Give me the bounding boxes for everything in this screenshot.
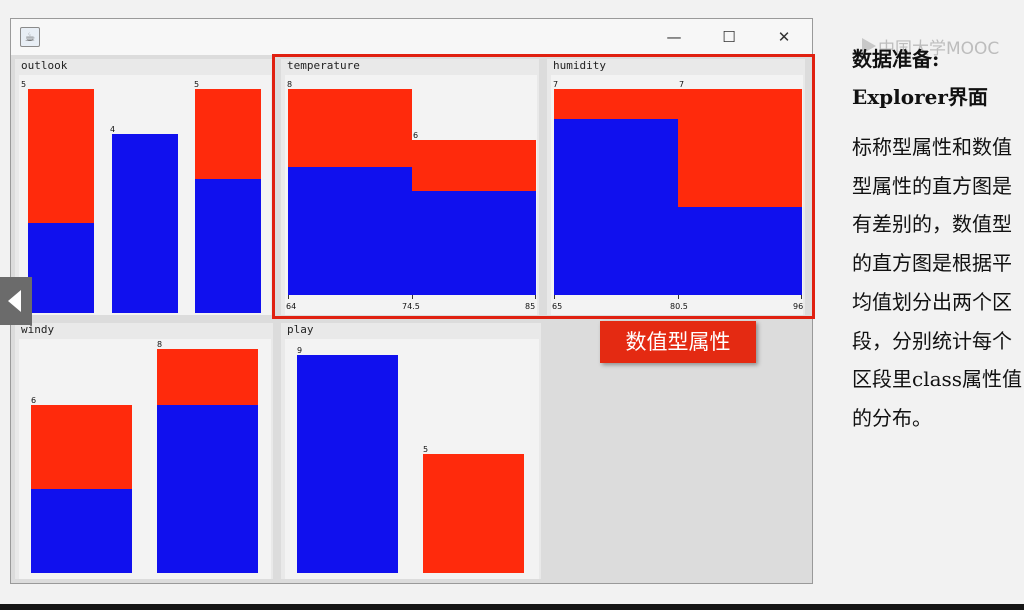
play-histogram-panel: play 9 5: [281, 323, 541, 579]
explorer-window: ☕ — ☐ ✕ outlook 5 4 5 temperature 8 6: [10, 18, 813, 584]
axis-tick-label: 96: [793, 302, 804, 311]
histogram-plot: 8 6 64 74.5 85: [285, 75, 537, 315]
histogram-plot: 9 5: [285, 339, 539, 579]
java-coffee-icon: ☕: [20, 27, 40, 47]
watermark: 中国大学MOOC: [878, 39, 1000, 59]
histogram-plot: 7 7 65 80.5 96: [551, 75, 803, 315]
bar-segment-red: [288, 89, 412, 167]
slide-body-text: 标称型属性和数值型属性的直方图是有差别的，数值型的直方图是根据平均值划分出两个区…: [852, 135, 1023, 430]
bar-segment-blue: [195, 179, 261, 313]
outlook-histogram-panel: outlook 5 4 5: [15, 59, 273, 315]
bar-count-label: 8: [157, 340, 163, 349]
bar-count-label: 6: [413, 131, 419, 140]
histogram-plot: 6 8: [19, 339, 271, 579]
humidity-histogram-panel: humidity 7 7 65 80.5 96: [547, 59, 805, 315]
maximize-button[interactable]: ☐: [722, 28, 736, 46]
axis-tick-label: 74.5: [402, 302, 420, 311]
bar-segment-blue: [297, 355, 398, 573]
axis-tick: [412, 295, 413, 299]
bar-segment-blue: [31, 489, 132, 573]
axis-tick-label: 65: [552, 302, 563, 311]
bar-segment-blue: [412, 191, 536, 295]
bar-count-label: 7: [553, 80, 559, 89]
bar-segment-blue: [288, 167, 412, 295]
bar-segment-red: [554, 89, 678, 119]
bar-segment-red: [157, 349, 258, 405]
bar-segment-red: [678, 89, 802, 207]
bar-segment-red: [31, 405, 132, 489]
slide-title: 数据准备: Explorer界面: [852, 40, 988, 116]
axis-tick: [288, 295, 289, 299]
axis-tick: [535, 295, 536, 299]
bottom-divider: [0, 604, 1024, 610]
chevron-left-icon: [8, 290, 21, 312]
slide-title-line1: 数据准备:: [852, 47, 940, 71]
bar-count-label: 5: [21, 80, 27, 89]
histogram-plot: 5 4 5: [19, 75, 271, 315]
axis-tick: [554, 295, 555, 299]
panel-title: temperature: [287, 59, 360, 72]
temperature-histogram-panel: temperature 8 6 64 74.5 85: [281, 59, 539, 315]
slide-title-line2: Explorer界面: [852, 85, 988, 109]
axis-tick: [678, 295, 679, 299]
panel-title: outlook: [21, 59, 68, 72]
axis-tick-label: 80.5: [670, 302, 688, 311]
close-button[interactable]: ✕: [777, 28, 791, 46]
numeric-attributes-label: 数值型属性: [600, 321, 756, 363]
bar-segment-blue: [112, 134, 178, 313]
bar-count-label: 6: [31, 396, 37, 405]
axis-tick-label: 85: [525, 302, 536, 311]
title-bar: ☕ — ☐ ✕: [11, 19, 812, 55]
bar-segment-red: [28, 89, 94, 223]
axis-tick: [801, 295, 802, 299]
bar-count-label: 7: [679, 80, 685, 89]
bar-segment-blue: [157, 405, 258, 573]
numeric-attributes-highlight-box: [272, 54, 815, 319]
bar-segment-blue: [28, 223, 94, 313]
bar-segment-red: [195, 89, 261, 179]
bar-segment-red: [423, 454, 524, 573]
bar-segment-red: [412, 140, 536, 191]
bar-count-label: 5: [194, 80, 200, 89]
panel-title: humidity: [553, 59, 606, 72]
windy-histogram-panel: windy 6 8: [15, 323, 273, 579]
mooc-logo-icon: [862, 38, 876, 54]
bar-count-label: 8: [287, 80, 293, 89]
bar-count-label: 5: [423, 445, 429, 454]
bar-segment-blue: [678, 207, 802, 295]
panel-title: play: [287, 323, 314, 336]
axis-tick-label: 64: [286, 302, 297, 311]
previous-slide-button[interactable]: [0, 277, 32, 325]
bar-count-label: 9: [297, 346, 303, 355]
panel-title: windy: [21, 323, 55, 336]
minimize-button[interactable]: —: [666, 28, 682, 46]
bar-count-label: 4: [110, 125, 116, 134]
bar-segment-blue: [554, 119, 678, 295]
